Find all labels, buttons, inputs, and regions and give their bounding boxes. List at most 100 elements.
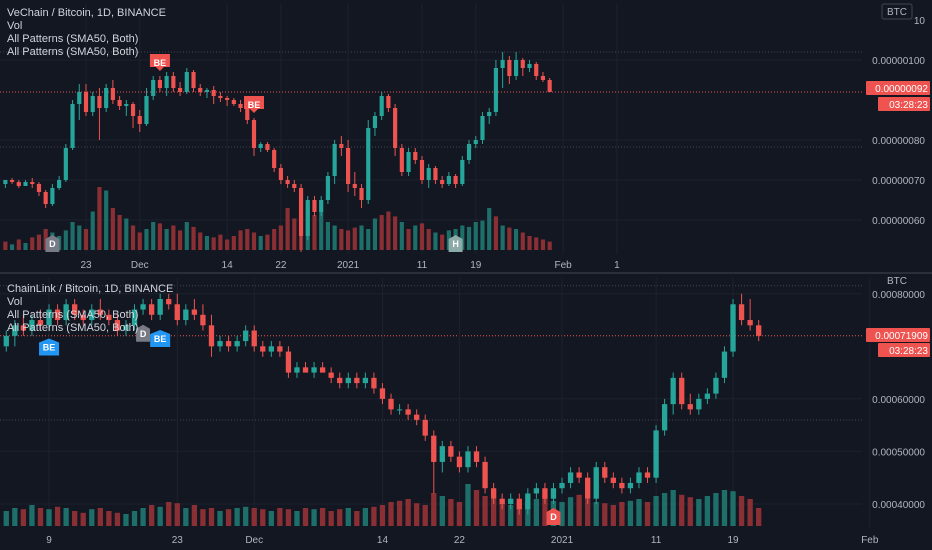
candle[interactable] bbox=[352, 172, 357, 196]
vechain-legend-vol[interactable]: Vol bbox=[7, 20, 22, 32]
candle[interactable] bbox=[354, 372, 360, 389]
candle[interactable] bbox=[627, 477, 634, 494]
candle[interactable] bbox=[337, 372, 343, 389]
vechain-candles[interactable] bbox=[3, 52, 552, 252]
candle[interactable] bbox=[339, 136, 344, 156]
candle[interactable] bbox=[527, 60, 532, 72]
candle[interactable] bbox=[366, 120, 371, 204]
candle[interactable] bbox=[131, 304, 138, 331]
candle[interactable] bbox=[148, 299, 155, 321]
candle[interactable] bbox=[157, 76, 163, 92]
candle[interactable] bbox=[520, 58, 525, 76]
candle[interactable] bbox=[619, 477, 625, 494]
candle[interactable] bbox=[72, 299, 78, 321]
vechain-title[interactable]: VeChain / Bitcoin, 1D, BINANCE bbox=[7, 7, 166, 19]
candle[interactable] bbox=[37, 309, 44, 331]
candle[interactable] bbox=[83, 84, 89, 116]
candle[interactable] bbox=[200, 304, 206, 331]
candle[interactable] bbox=[260, 341, 266, 357]
candle[interactable] bbox=[393, 104, 398, 156]
candle[interactable] bbox=[414, 409, 420, 426]
candle[interactable] bbox=[516, 493, 522, 515]
candle[interactable] bbox=[319, 362, 326, 373]
candle[interactable] bbox=[77, 84, 82, 120]
candle[interactable] bbox=[124, 100, 129, 116]
candle[interactable] bbox=[419, 156, 425, 184]
candle[interactable] bbox=[63, 144, 68, 182]
candle[interactable] bbox=[456, 451, 463, 473]
candle[interactable] bbox=[446, 172, 451, 186]
candle[interactable] bbox=[36, 182, 42, 196]
candle[interactable] bbox=[704, 388, 711, 405]
candle[interactable] bbox=[508, 493, 514, 510]
candle[interactable] bbox=[140, 299, 146, 315]
candle[interactable] bbox=[164, 72, 169, 96]
candle[interactable] bbox=[298, 184, 304, 252]
candle[interactable] bbox=[319, 196, 324, 216]
candle[interactable] bbox=[251, 118, 257, 156]
candle[interactable] bbox=[466, 140, 472, 164]
candle[interactable] bbox=[177, 82, 183, 96]
candle[interactable] bbox=[225, 335, 232, 352]
candle[interactable] bbox=[151, 76, 156, 100]
candle[interactable] bbox=[89, 304, 95, 326]
vechain-legend-patterns-1[interactable]: All Patterns (SMA50, Both) bbox=[7, 33, 138, 45]
candle[interactable] bbox=[23, 180, 28, 186]
candle[interactable] bbox=[302, 362, 309, 373]
candle[interactable] bbox=[97, 88, 102, 140]
candle[interactable] bbox=[191, 299, 198, 321]
candle[interactable] bbox=[106, 309, 112, 326]
candle[interactable] bbox=[644, 467, 651, 483]
candle[interactable] bbox=[567, 467, 574, 489]
vechain-price-axis[interactable]: 0.00000100 0.00000080 0.00000070 0.00000060… bbox=[872, 16, 925, 227]
candle[interactable] bbox=[533, 482, 540, 499]
vechain-time-axis[interactable]: 23 Dec 14 22 2021 11 19 Feb 1 bbox=[80, 260, 620, 271]
candle[interactable] bbox=[294, 362, 300, 378]
candle[interactable] bbox=[137, 110, 142, 132]
candle[interactable] bbox=[482, 456, 488, 494]
candle[interactable] bbox=[243, 325, 249, 347]
candle[interactable] bbox=[405, 404, 411, 420]
vechain-pattern-markers[interactable]: BE BE D H bbox=[45, 54, 463, 252]
candle[interactable] bbox=[183, 304, 189, 326]
candle[interactable] bbox=[204, 88, 210, 98]
chainlink-legend-patterns-1[interactable]: All Patterns (SMA50, Both) bbox=[7, 309, 138, 321]
candle[interactable] bbox=[602, 461, 608, 483]
candle[interactable] bbox=[465, 446, 471, 473]
candle[interactable] bbox=[285, 346, 292, 378]
candle[interactable] bbox=[747, 299, 753, 331]
candle[interactable] bbox=[345, 140, 351, 192]
candle[interactable] bbox=[480, 112, 485, 144]
candle[interactable] bbox=[157, 293, 163, 321]
candle[interactable] bbox=[217, 335, 223, 352]
candle[interactable] bbox=[371, 372, 377, 394]
candle[interactable] bbox=[507, 56, 512, 84]
candle[interactable] bbox=[30, 178, 35, 188]
candle[interactable] bbox=[540, 72, 546, 82]
candle[interactable] bbox=[439, 440, 445, 473]
candle[interactable] bbox=[90, 92, 95, 116]
candle[interactable] bbox=[16, 180, 21, 188]
chainlink-legend-vol[interactable]: Vol bbox=[7, 296, 22, 308]
candle[interactable] bbox=[413, 148, 418, 164]
candle[interactable] bbox=[225, 96, 230, 106]
candle[interactable] bbox=[43, 190, 48, 208]
candle[interactable] bbox=[54, 304, 61, 326]
candle[interactable] bbox=[426, 164, 431, 188]
candle[interactable] bbox=[268, 341, 274, 357]
candle[interactable] bbox=[46, 304, 52, 331]
candle[interactable] bbox=[576, 467, 582, 483]
chainlink-legend-patterns-2[interactable]: All Patterns (SMA50, Both) bbox=[7, 322, 138, 334]
candle[interactable] bbox=[265, 142, 270, 152]
candle[interactable] bbox=[379, 383, 386, 405]
candle[interactable] bbox=[547, 78, 552, 92]
candle[interactable] bbox=[238, 100, 243, 112]
candle[interactable] bbox=[362, 372, 369, 389]
candle[interactable] bbox=[218, 92, 223, 102]
candle[interactable] bbox=[559, 477, 565, 494]
candle[interactable] bbox=[3, 330, 9, 352]
candle[interactable] bbox=[500, 52, 505, 88]
candle[interactable] bbox=[433, 166, 438, 184]
